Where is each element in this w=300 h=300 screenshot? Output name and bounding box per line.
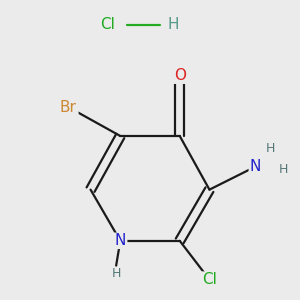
Text: Cl: Cl <box>201 272 218 287</box>
Text: N: N <box>250 159 261 174</box>
Text: H: H <box>112 267 121 280</box>
Text: H: H <box>266 142 275 155</box>
Text: Cl: Cl <box>100 17 115 32</box>
Text: N: N <box>114 233 127 248</box>
Text: O: O <box>174 68 186 83</box>
Text: Br: Br <box>59 100 78 115</box>
Text: Cl: Cl <box>202 272 217 287</box>
Text: Br: Br <box>60 100 77 115</box>
Text: H: H <box>279 163 288 176</box>
Text: O: O <box>173 68 186 83</box>
Text: N: N <box>115 233 126 248</box>
Text: N: N <box>249 159 262 174</box>
Text: H: H <box>167 17 179 32</box>
